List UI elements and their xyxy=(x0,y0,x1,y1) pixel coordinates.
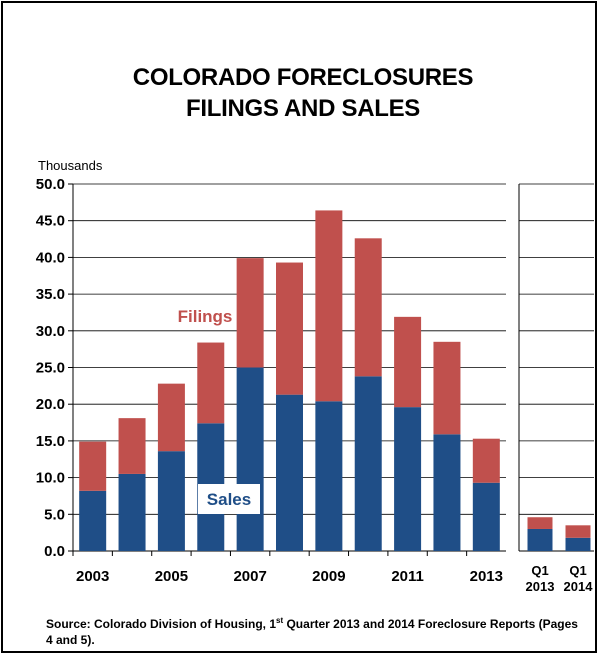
bar-sales xyxy=(157,451,185,551)
source-superscript: st xyxy=(276,616,284,625)
bar-filings xyxy=(472,438,500,483)
x-tick-label: 2007 xyxy=(233,568,266,585)
bar-sales xyxy=(354,376,382,551)
source-prefix: Source: Colorado Division of Housing, 1 xyxy=(46,617,277,631)
y-axis-label: Thousands xyxy=(38,158,103,173)
y-tick-label: 50.0 xyxy=(36,176,65,193)
y-tick-label: 40.0 xyxy=(36,249,65,266)
bar-sales xyxy=(315,401,343,551)
bar-filings xyxy=(354,238,382,377)
bar-sales xyxy=(118,473,146,551)
x-tick-label: 2013 xyxy=(470,568,503,585)
y-tick-label: 20.0 xyxy=(36,396,65,413)
q-tick-label-quarter: Q1 xyxy=(531,563,548,578)
q-bar-sales xyxy=(527,528,553,551)
q-bar-filings xyxy=(565,525,591,538)
bar-filings xyxy=(433,341,461,435)
bar-filings xyxy=(315,210,343,402)
chart-title-line1: COLORADO FORECLOSURES xyxy=(132,64,474,91)
bar-filings xyxy=(276,262,303,395)
x-tick-label: 2005 xyxy=(155,568,188,585)
x-tick-label: 2011 xyxy=(391,568,424,585)
y-tick-label: 10.0 xyxy=(36,470,65,487)
bar-filings xyxy=(236,258,264,368)
y-tick-label: 30.0 xyxy=(36,323,65,340)
bar-filings xyxy=(394,316,422,408)
bar-filings xyxy=(157,383,185,452)
bar-sales xyxy=(236,367,264,551)
annotation-sales-box xyxy=(198,484,260,514)
q-bar-filings xyxy=(527,517,553,529)
bar-sales xyxy=(79,490,107,551)
x-tick-label: 2003 xyxy=(76,568,109,585)
y-tick-label: 5.0 xyxy=(44,506,65,523)
bar-sales xyxy=(433,434,461,551)
y-tick-label: 15.0 xyxy=(36,433,65,450)
q-tick-label-quarter: Q1 xyxy=(569,563,586,578)
y-tick-label: 0.0 xyxy=(44,543,65,560)
chart-title-line2: FILINGS AND SALES xyxy=(185,95,421,122)
bar-filings xyxy=(118,418,146,474)
annotation-filings: Filings xyxy=(178,307,233,326)
bar-filings xyxy=(197,342,225,424)
q-bar-sales xyxy=(565,537,591,551)
x-tick-label: 2009 xyxy=(312,568,345,585)
bar-sales xyxy=(472,482,500,551)
y-tick-label: 25.0 xyxy=(36,360,65,377)
q-tick-label-year: 2014 xyxy=(564,579,594,594)
source-suffix: Quarter 2013 and 2014 Foreclosure Report… xyxy=(46,617,578,647)
bar-sales xyxy=(276,394,303,551)
bar-sales xyxy=(394,407,422,551)
annotation-sales: Sales xyxy=(207,490,251,509)
q-tick-label-year: 2013 xyxy=(526,579,555,594)
source-note: Source: Colorado Division of Housing, 1s… xyxy=(46,616,586,648)
y-tick-label: 45.0 xyxy=(36,213,65,230)
y-tick-label: 35.0 xyxy=(36,286,65,303)
bar-filings xyxy=(79,441,107,491)
